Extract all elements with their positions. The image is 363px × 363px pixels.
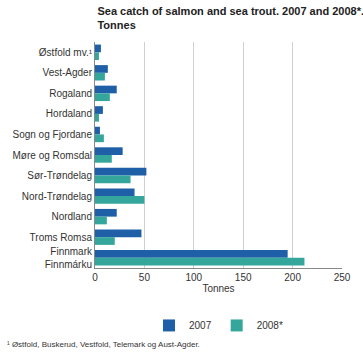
svg-text:150: 150 [235,272,252,283]
svg-text:2007: 2007 [189,320,212,331]
svg-text:Sør-Trøndelag: Sør-Trøndelag [27,170,92,181]
svg-text:Tonnes: Tonnes [202,283,234,294]
svg-text:2008*: 2008* [257,320,283,331]
svg-text:200: 200 [284,272,301,283]
svg-text:¹ Østfold, Buskerud, Vestfold,: ¹ Østfold, Buskerud, Vestfold, Telemark … [7,340,200,349]
svg-text:Rogaland: Rogaland [49,88,92,99]
svg-text:50: 50 [139,272,151,283]
svg-text:Hordaland: Hordaland [46,108,92,119]
svg-text:FinnmarkFinnmárku: FinnmarkFinnmárku [45,246,93,270]
svg-text:Troms Romsa: Troms Romsa [30,232,93,243]
svg-text:Vest-Agder: Vest-Agder [43,67,93,78]
svg-text:Nord-Trøndelag: Nord-Trøndelag [22,191,92,202]
svg-text:Østfold mv.¹: Østfold mv.¹ [39,47,93,58]
svg-text:100: 100 [185,272,202,283]
svg-text:Sogn og Fjordane: Sogn og Fjordane [12,129,92,140]
svg-text:0: 0 [92,272,98,283]
svg-text:250: 250 [334,272,351,283]
svg-text:Sea catch of salmon and sea tr: Sea catch of salmon and sea trout. 2007 … [97,5,363,31]
svg-text:Møre og Romsdal: Møre og Romsdal [13,150,92,161]
svg-text:Nordland: Nordland [51,211,92,222]
